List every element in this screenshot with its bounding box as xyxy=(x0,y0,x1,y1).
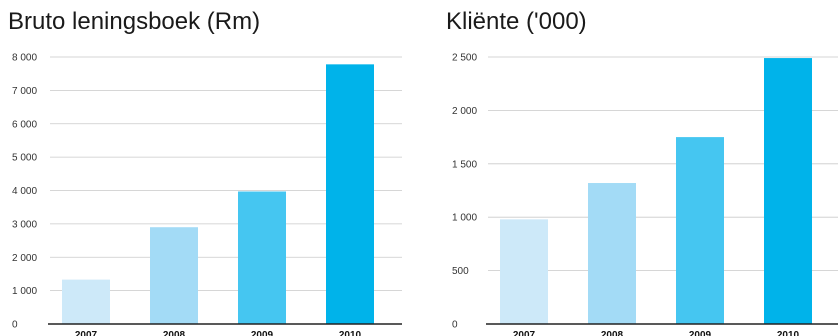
loan-book-chart: 0 1 000 2 000 3 000 4 000 5 000 6 000 7 000 8 00… xyxy=(12,53,402,336)
bar-2007 xyxy=(62,279,110,324)
y-tick-label: 0 xyxy=(452,320,458,331)
y-tick-label: 1 500 xyxy=(452,159,477,170)
x-tick-label: 2009 xyxy=(251,330,274,336)
bar-2010 xyxy=(764,58,812,325)
y-tick-label: 6 000 xyxy=(12,119,37,130)
clients-chart-title: Kliënte ('000) xyxy=(446,8,587,35)
y-tick-label: 3 000 xyxy=(12,219,37,230)
loan-book-chart-panel: 0 1 000 2 000 3 000 4 000 5 000 6 000 7 000 8 00… xyxy=(0,0,410,336)
x-tick-label: 2008 xyxy=(163,330,186,336)
clients-chart-panel: 0 500 1 000 1 500 2 000 2 500 2007 2008 2009 2010… xyxy=(440,0,838,336)
x-tick-label: 2007 xyxy=(513,330,536,336)
bar-2009 xyxy=(676,137,724,324)
y-tick-label: 7 000 xyxy=(12,86,37,97)
y-tick-label: 0 xyxy=(12,320,18,331)
y-tick-label: 500 xyxy=(452,266,469,277)
y-tick-label: 2 500 xyxy=(452,53,477,64)
bar-2010 xyxy=(326,64,374,324)
x-tick-label: 2009 xyxy=(689,330,712,336)
bar-2008 xyxy=(150,227,198,324)
y-tick-label: 5 000 xyxy=(12,153,37,164)
y-tick-label: 4 000 xyxy=(12,186,37,197)
x-tick-label: 2007 xyxy=(75,330,98,336)
loan-book-chart-title: Bruto leningsboek (Rm) xyxy=(8,8,261,35)
y-tick-label: 1 000 xyxy=(12,286,37,297)
y-tick-label: 2 000 xyxy=(12,253,37,264)
clients-chart: 0 500 1 000 1 500 2 000 2 500 2007 2008 2009 2010 xyxy=(452,53,838,336)
y-tick-label: 1 000 xyxy=(452,213,477,224)
bar-2009 xyxy=(238,191,286,324)
bar-2008 xyxy=(588,183,636,324)
y-tick-label: 8 000 xyxy=(12,53,37,64)
y-tick-label: 2 000 xyxy=(452,106,477,117)
bar-2007 xyxy=(500,219,548,324)
x-tick-label: 2010 xyxy=(777,330,800,336)
x-tick-label: 2008 xyxy=(601,330,624,336)
x-tick-label: 2010 xyxy=(339,330,362,336)
